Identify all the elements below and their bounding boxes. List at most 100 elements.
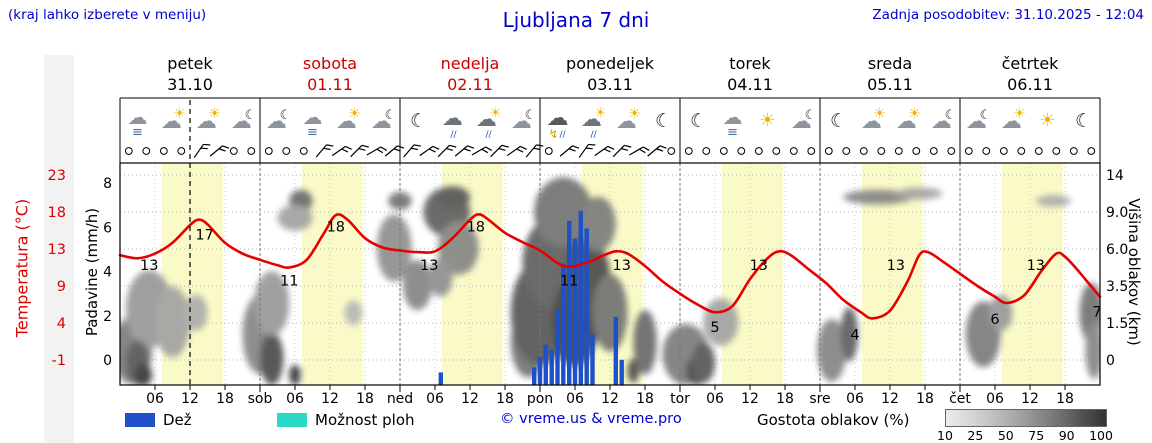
weather-icon-cloud-sun: ☀☁: [616, 106, 641, 133]
wind-calm-icon: [894, 147, 903, 155]
cloud-height-tick-label: 1.5: [1106, 316, 1128, 332]
wind-barb-shaft: [559, 145, 573, 157]
x-tick-label: 18: [496, 391, 514, 407]
day-date: 05.11: [867, 75, 913, 94]
cloud-density-tick: 90: [1058, 428, 1075, 443]
x-tick-label: 12: [741, 391, 759, 407]
weather-icon-moon: ☾: [830, 110, 847, 132]
cloud-density-tick: 25: [967, 428, 984, 443]
icon-glyph: ☀: [1039, 110, 1055, 131]
x-tick-label: 18: [776, 391, 794, 407]
wind-barb-tick: [323, 147, 331, 151]
weather-icon-cloud-sun: ☀☁: [861, 106, 886, 133]
wind-barb-shaft: [594, 145, 609, 157]
day-date: 02.11: [447, 75, 493, 94]
wind-barb-tick: [397, 145, 405, 149]
icon-glyph: ☁: [303, 105, 323, 129]
wind-barb-tick: [588, 143, 596, 146]
icon-glyph: ☁: [511, 109, 532, 133]
wind-barb-shaft: [384, 145, 398, 157]
precipitation-bar: [543, 344, 548, 385]
weather-icon-cloud-moon: ☾☁: [371, 108, 396, 133]
wind-barb-icon: [629, 146, 650, 156]
icon-glyph: ☾: [805, 108, 817, 123]
icon-glyph: ☾: [1075, 110, 1092, 132]
temperature-tick-label: 9: [57, 279, 66, 295]
wind-barb-tick: [393, 148, 401, 152]
wind-barb-tick: [376, 148, 384, 154]
precipitation-bar: [619, 359, 624, 385]
weather-icon-moon: ☾: [655, 110, 672, 132]
icon-glyph: ☁: [616, 109, 637, 133]
temperature-value-label: 13: [887, 258, 905, 274]
day-name: torek: [729, 54, 771, 73]
wind-barb-icon: [366, 146, 388, 156]
wind-barb-tick: [449, 144, 457, 148]
wind-barb-tick: [432, 145, 440, 150]
wind-calm-icon: [947, 147, 956, 155]
wind-barb-tick: [463, 148, 471, 152]
wind-barb-shaft: [471, 146, 487, 156]
icon-glyph: ☀: [759, 110, 775, 131]
wind-barb-tick: [361, 144, 369, 148]
wind-barb-tick: [642, 146, 650, 151]
weather-icon-cloud-rain-sun: ☀☁∕∕: [581, 106, 606, 140]
wind-calm-icon: [824, 147, 833, 155]
temperature-value-label: 13: [1027, 258, 1045, 274]
cloud-blob: [402, 260, 433, 310]
wind-calm-icon: [1052, 147, 1061, 155]
wind-barb-tick: [203, 143, 211, 146]
icon-glyph: ☁: [336, 109, 357, 133]
wind-barb-tick: [446, 147, 454, 151]
icon-glyph: ☀: [1013, 106, 1026, 122]
wind-calm-icon: [264, 147, 273, 155]
day-name: sobota: [303, 54, 357, 73]
day-abbr-label: sob: [248, 391, 273, 407]
precipitation-tick-label: 4: [103, 265, 112, 281]
weather-icon-cloud-rain: ☁∕∕: [442, 106, 463, 140]
precipitation-tick-label: 2: [103, 309, 112, 325]
icon-glyph: ☾: [945, 108, 957, 123]
wind-barb-tick: [536, 144, 544, 147]
temperature-value-label: 11: [280, 274, 298, 290]
x-tick-label: 12: [1021, 391, 1039, 407]
wind-calm-icon: [702, 147, 711, 155]
wind-barb-tick: [218, 148, 226, 152]
wind-calm-icon: [982, 147, 991, 155]
x-tick-label: 12: [601, 391, 619, 407]
wind-barb-tick: [585, 147, 593, 150]
x-tick-label: 06: [846, 391, 864, 407]
wind-barb-shaft: [331, 145, 346, 157]
copyright-link[interactable]: © vreme.us & vreme.pro: [500, 411, 682, 427]
cloud-blob: [429, 258, 453, 297]
wind-barb-shaft: [209, 145, 223, 157]
wind-barb-shaft: [403, 144, 415, 158]
wind-barb-shaft: [490, 144, 503, 158]
cloud-blob: [1035, 195, 1071, 207]
icon-glyph: ↯: [548, 127, 558, 141]
day-abbr-label: sre: [809, 391, 830, 407]
wind-barb-tick: [624, 144, 632, 148]
day-abbr-label: čet: [949, 391, 971, 407]
icon-glyph: ☀: [208, 106, 221, 122]
cloud-height-tick-label: 9.0: [1106, 205, 1128, 221]
icon-glyph: ☁: [476, 107, 497, 131]
rain-legend-swatch: [125, 413, 155, 427]
x-tick-label: 12: [321, 391, 339, 407]
day-name: ponedeljek: [566, 54, 655, 73]
icon-glyph: ☀: [628, 106, 641, 122]
icon-glyph: ☾: [410, 110, 427, 132]
wind-barb-shaft: [315, 144, 327, 158]
wind-calm-icon: [842, 147, 851, 155]
weather-icon-cloud-sun: ☀☁: [896, 106, 921, 133]
precipitation-tick-label: 6: [103, 220, 112, 236]
last-update-timestamp: Zadnja posodobitev: 31.10.2025 - 12:04: [872, 7, 1144, 23]
icon-glyph: ☁: [371, 109, 392, 133]
x-tick-label: 18: [1056, 391, 1074, 407]
wind-row: [124, 143, 1096, 158]
day-abbr-label: pon: [527, 391, 553, 407]
icon-glyph: ☾: [655, 110, 672, 132]
precipitation-bar: [438, 372, 443, 385]
wind-barb-tick: [326, 144, 334, 147]
cloud-blob: [435, 186, 470, 209]
